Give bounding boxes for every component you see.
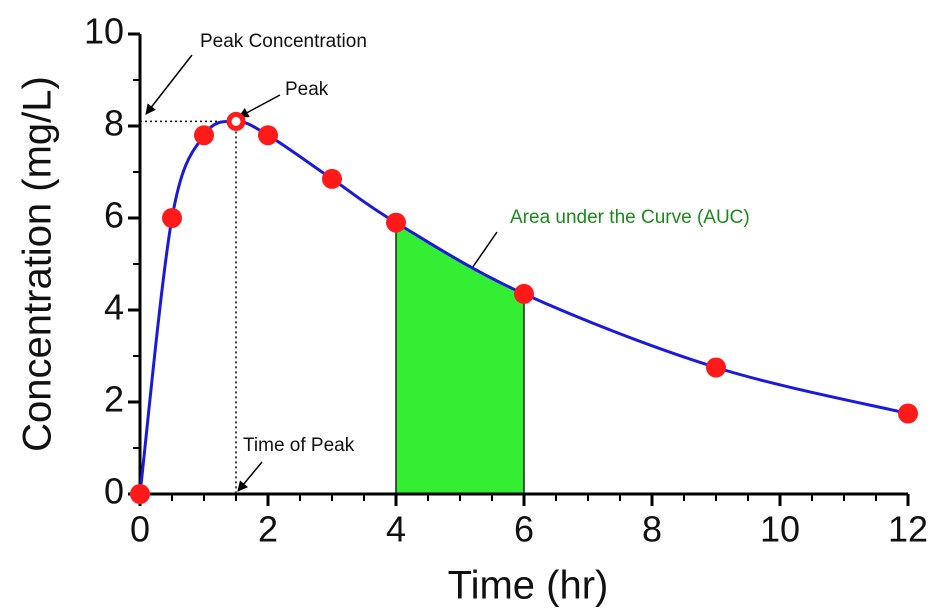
x-tick-label: 10	[760, 509, 800, 550]
x-axis-title: Time (hr)	[448, 564, 609, 608]
annotation: Peak Concentration	[200, 31, 367, 52]
data-point	[130, 484, 150, 504]
y-tick-label: 6	[104, 195, 124, 236]
y-axis-title: Concentration (mg/L)	[16, 76, 60, 452]
data-point	[898, 403, 918, 424]
x-tick-label: 2	[258, 509, 278, 550]
annotation: Peak	[285, 79, 329, 100]
data-point	[322, 168, 342, 189]
annotation: Time of Peak	[243, 435, 355, 456]
x-tick-label: 0	[130, 509, 150, 550]
y-tick-label: 4	[104, 287, 124, 328]
arrow	[238, 94, 281, 118]
auc-area	[395, 221, 525, 495]
data-point	[386, 212, 406, 233]
annotation: Area under the Curve (AUC)	[510, 207, 750, 228]
y-tick-label: 10	[84, 11, 124, 52]
x-tick-label: 4	[386, 509, 406, 550]
y-tick-label: 2	[104, 379, 124, 420]
x-tick-label: 8	[642, 509, 662, 550]
y-tick-label: 8	[104, 103, 124, 144]
data-point	[162, 208, 182, 228]
data-point	[706, 357, 726, 378]
x-tick-label: 12	[888, 509, 928, 550]
x-tick-label: 6	[514, 509, 534, 550]
data-point	[194, 125, 214, 146]
arrow	[145, 54, 193, 115]
arrow	[237, 461, 263, 492]
data-point	[514, 283, 534, 304]
data-point	[226, 111, 246, 131]
data-point	[258, 125, 278, 146]
y-tick-label: 0	[104, 471, 124, 512]
